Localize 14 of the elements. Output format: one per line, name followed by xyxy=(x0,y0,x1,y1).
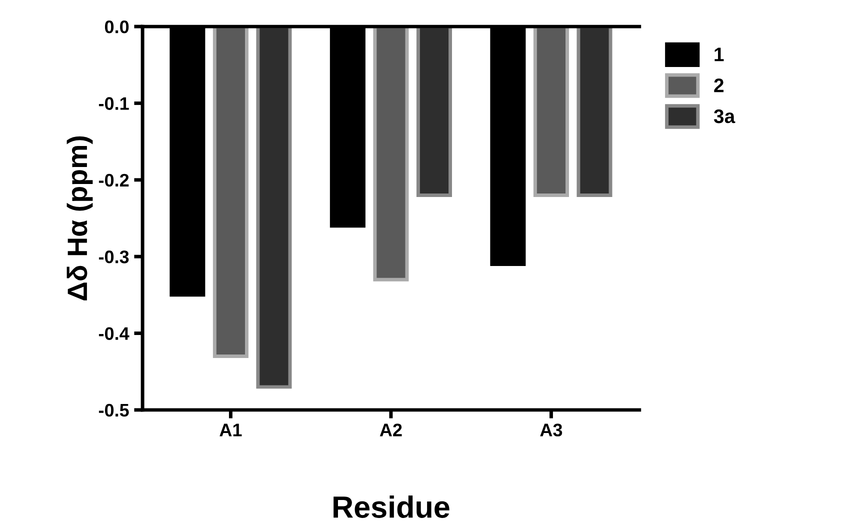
x-axis-title: Residue xyxy=(334,496,450,518)
y-tick-label: -0.3 xyxy=(98,250,129,264)
y-axis-title: Δδ Hα (ppm) xyxy=(66,136,93,300)
y-tick-label: -0.1 xyxy=(98,97,129,110)
y-tick-label: -0.5 xyxy=(98,404,129,417)
legend-label: 2 xyxy=(714,78,724,92)
y-tick-label: -0.4 xyxy=(98,327,130,340)
x-tick-label: A1 xyxy=(220,424,242,436)
x-tick-label: A3 xyxy=(540,424,562,436)
x-tick-label: A2 xyxy=(380,424,402,436)
y-tick-label: 0.0 xyxy=(104,20,129,34)
legend-label: 3a xyxy=(714,109,736,124)
legend-label: 1 xyxy=(714,48,724,62)
y-tick-label: -0.2 xyxy=(98,174,129,187)
